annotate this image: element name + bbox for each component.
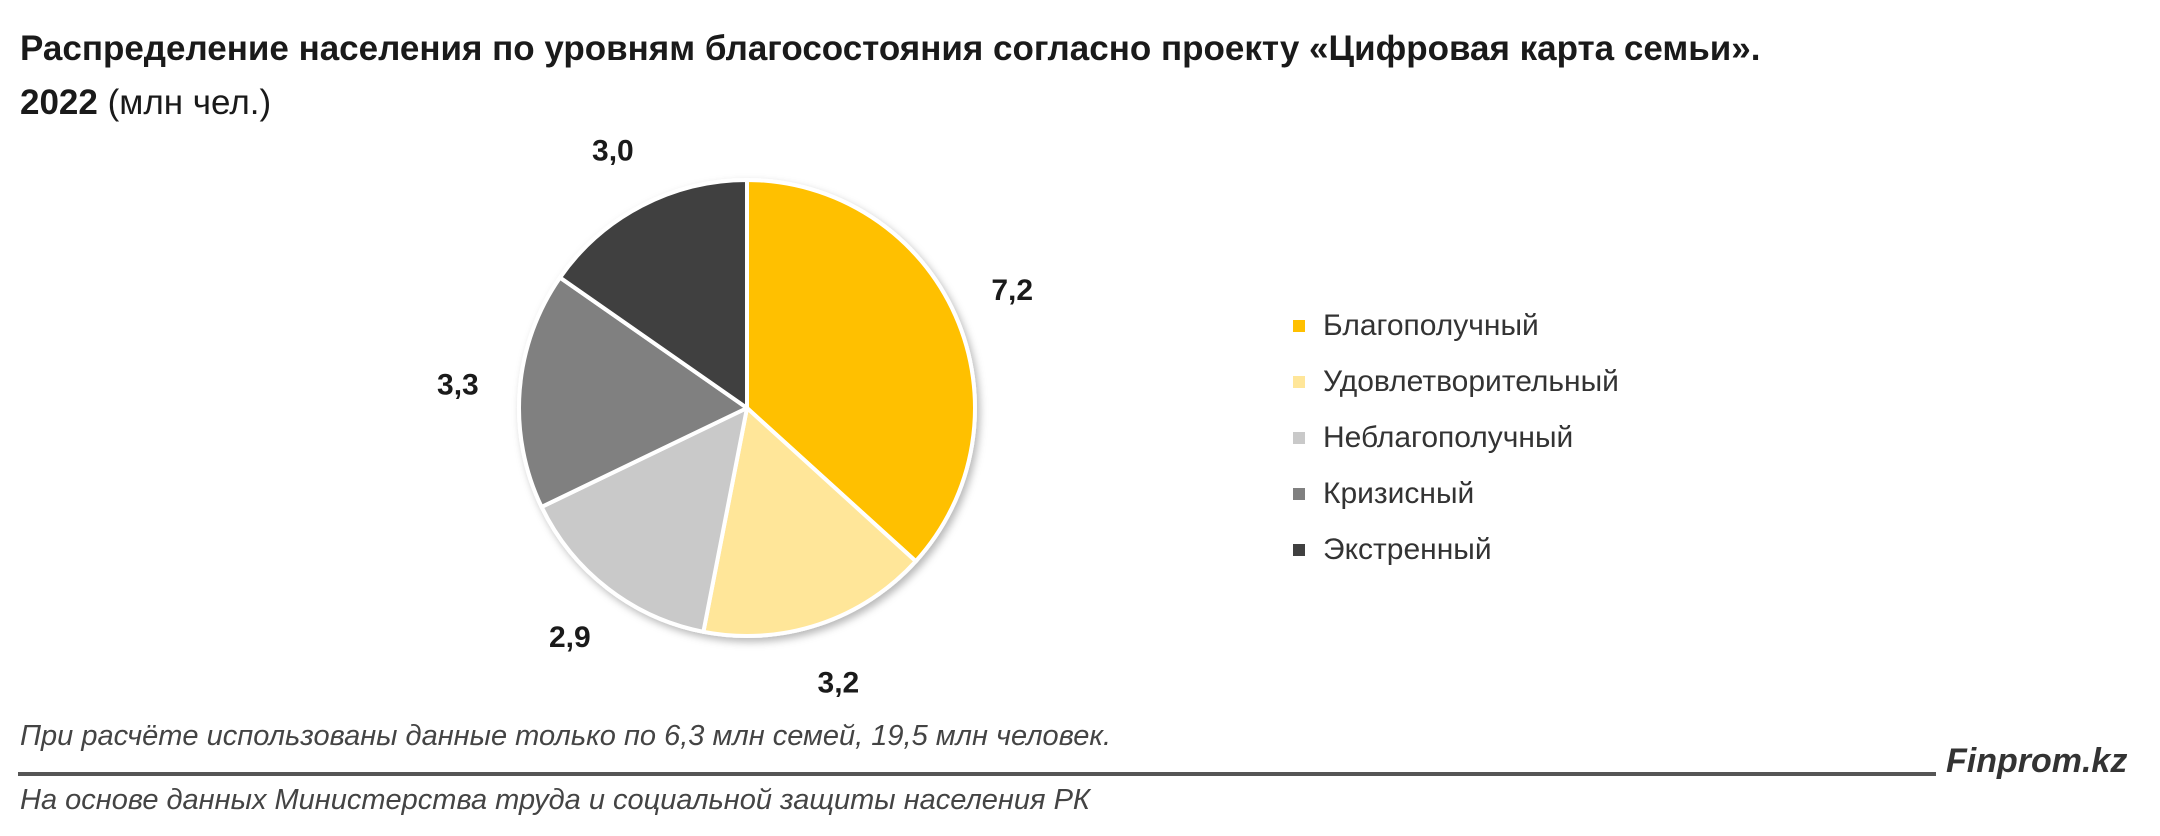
legend-swatch (1293, 488, 1305, 500)
chart-title-unit: (млн чел.) (107, 83, 272, 122)
legend-swatch (1293, 376, 1305, 388)
pie-slice-2 (701, 406, 918, 638)
pie-slice-3 (539, 406, 749, 634)
pie-slices (517, 178, 977, 638)
legend-item-2: Удовлетворительный (1293, 354, 1619, 410)
data-label-5: 3,0 (592, 134, 634, 167)
legend-swatch (1293, 544, 1305, 556)
legend-label: Удовлетворительный (1323, 365, 1619, 398)
chart-title: Распределение населения по уровням благо… (20, 22, 2120, 130)
legend-label: Благополучный (1323, 309, 1539, 342)
pie-slice-5 (558, 178, 749, 410)
legend-item-1: Благополучный (1293, 298, 1619, 354)
legend-label: Неблагополучный (1323, 421, 1574, 454)
pie-slice-4 (517, 275, 749, 509)
legend-item-5: Экстренный (1293, 522, 1619, 578)
pie-slice-1 (745, 178, 977, 564)
source-note: На основе данных Министерства труда и со… (20, 784, 1090, 816)
pie-data-labels: 7,2 3,2 2,9 3,3 3,0 (437, 134, 1033, 699)
chart-title-year: 2022 (20, 83, 98, 122)
legend-swatch (1293, 432, 1305, 444)
legend-label: Кризисный (1323, 477, 1475, 510)
data-label-3: 2,9 (549, 621, 591, 654)
chart-legend: Благополучный Удовлетворительный Неблагопо… (1293, 298, 1619, 578)
legend-label: Экстренный (1323, 533, 1492, 566)
footnote: При расчёте использованы данные только п… (20, 720, 1112, 752)
legend-item-4: Кризисный (1293, 466, 1619, 522)
legend-swatch (1293, 320, 1305, 332)
legend-item-3: Неблагополучный (1293, 410, 1619, 466)
brand-logo-text: Finprom.kz (1946, 742, 2128, 780)
chart-title-main: Распределение населения по уровням благо… (20, 29, 1761, 68)
data-label-4: 3,3 (437, 368, 479, 401)
divider-line (18, 772, 1936, 776)
data-label-2: 3,2 (818, 667, 860, 700)
data-label-1: 7,2 (991, 274, 1033, 307)
